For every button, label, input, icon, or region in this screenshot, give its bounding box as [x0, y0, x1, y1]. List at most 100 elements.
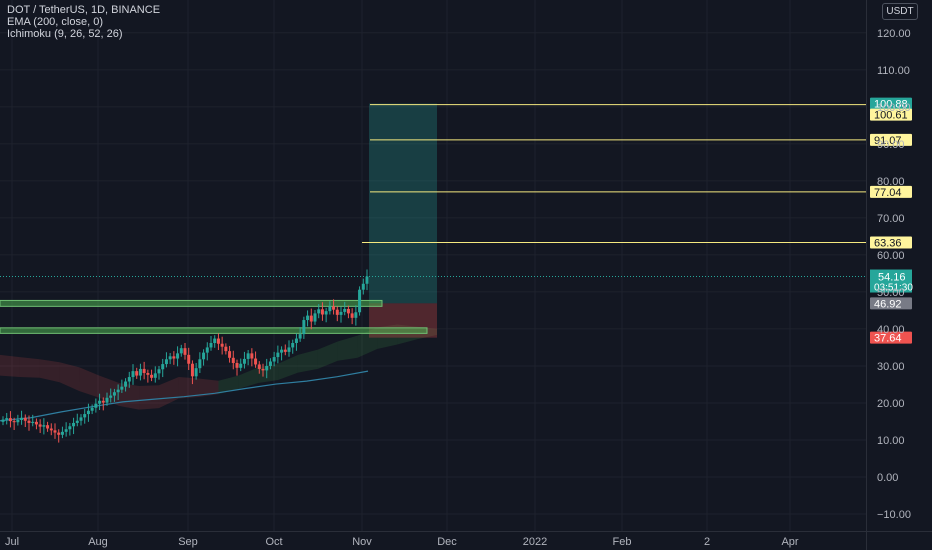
- candle-body: [176, 353, 180, 359]
- candle-body: [179, 348, 183, 354]
- candle-body: [83, 414, 87, 418]
- candle-body: [172, 356, 176, 359]
- candle-body: [343, 308, 347, 312]
- cloud-segment: [337, 335, 358, 361]
- candle-body: [231, 357, 235, 363]
- y-tick-label: 60.00: [877, 250, 905, 262]
- stop-price-label-bg: [870, 331, 912, 344]
- candle-body: [168, 356, 172, 360]
- candle-body: [280, 349, 284, 353]
- cloud-segment: [278, 354, 298, 381]
- candle-body: [365, 276, 369, 284]
- level-price-label: 77.04: [874, 187, 902, 199]
- ema-indicator-label[interactable]: EMA (200, close, 0): [7, 16, 103, 28]
- countdown-label: 03:51:30: [874, 283, 913, 294]
- y-tick-label: 70.00: [877, 213, 905, 225]
- entry-price-label-bg: [870, 297, 912, 310]
- candle-body: [8, 418, 12, 422]
- ichimoku-indicator-label[interactable]: Ichimoku (9, 26, 52, 26): [7, 28, 123, 40]
- x-tick-label: Apr: [781, 536, 798, 548]
- y-tick-label: 80.00: [877, 176, 905, 188]
- candles: [1, 269, 369, 443]
- candle-body: [324, 311, 328, 315]
- candle-body: [205, 347, 209, 353]
- candle-body: [94, 403, 98, 408]
- candle-body: [64, 429, 68, 432]
- level-price-label-bg: [870, 108, 912, 121]
- cloud-segment: [19, 357, 40, 378]
- candle-body: [224, 346, 228, 352]
- candle-body: [49, 428, 53, 431]
- y-tick-label: 30.00: [877, 361, 905, 373]
- candle-body: [109, 395, 113, 398]
- level-price-label-bg: [870, 236, 912, 249]
- last-price-label: 54.16: [878, 272, 906, 284]
- y-tick-label: 10.00: [877, 435, 905, 447]
- candle-body: [142, 368, 146, 373]
- candle-body: [98, 400, 102, 404]
- y-tick-label: 20.00: [877, 398, 905, 410]
- cloud-segment: [79, 367, 100, 398]
- y-tick-label: 120.00: [877, 28, 911, 40]
- candle-body: [257, 364, 261, 369]
- cloud-segment: [297, 349, 318, 373]
- candle-body: [42, 425, 46, 427]
- y-tick-label: 50.00: [877, 287, 905, 299]
- candle-body: [350, 313, 354, 318]
- cloud-segment: [119, 382, 140, 410]
- candle-body: [138, 368, 142, 376]
- target-price-label-bg: [870, 97, 912, 110]
- candle-body: [146, 372, 150, 375]
- grid: [0, 0, 866, 531]
- x-tick-label: Nov: [352, 536, 372, 548]
- candle-body: [57, 432, 61, 435]
- level-price-label: 63.36: [874, 237, 902, 249]
- stop-price-label: 37.64: [874, 333, 902, 345]
- candle-body: [268, 361, 272, 366]
- candle-body: [198, 359, 202, 369]
- candle-body: [112, 392, 116, 396]
- x-tick-label: Dec: [437, 536, 457, 548]
- candle-body: [283, 349, 287, 352]
- x-tick-label: 2022: [523, 536, 547, 548]
- symbol-title[interactable]: DOT / TetherUS, 1D, BINANCE: [7, 4, 161, 16]
- ema-line: [0, 370, 369, 422]
- candle-body: [332, 306, 336, 310]
- candle-body: [16, 419, 20, 423]
- candle-body: [291, 342, 295, 348]
- candle-body: [209, 342, 213, 348]
- candle-body: [254, 358, 258, 365]
- support-zone: [0, 327, 428, 334]
- candle-body: [213, 338, 217, 343]
- candle-body: [354, 312, 358, 318]
- support-zones[interactable]: [0, 299, 428, 334]
- candle-body: [161, 364, 165, 370]
- y-tick-label: −10.00: [877, 509, 911, 521]
- candle-body: [339, 311, 343, 315]
- candle-body: [164, 359, 168, 365]
- target-price-label: 100.88: [874, 99, 908, 111]
- x-tick-label: Aug: [88, 536, 108, 548]
- candle-body: [60, 431, 64, 435]
- candle-body: [202, 352, 206, 360]
- candle-body: [246, 353, 250, 359]
- candle-body: [105, 397, 109, 403]
- long-position-tool[interactable]: [369, 103, 437, 338]
- candle-body: [116, 389, 120, 393]
- cloud-segment: [238, 367, 259, 389]
- cloud-segment: [198, 378, 219, 398]
- x-tick-label: Jul: [5, 536, 19, 548]
- candle-body: [31, 421, 35, 423]
- cloud-segment: [317, 341, 338, 369]
- candle-body: [183, 348, 187, 355]
- candle-body: [265, 365, 269, 371]
- candle-body: [272, 357, 276, 362]
- currency-button[interactable]: USDT: [882, 3, 918, 20]
- candle-body: [294, 338, 298, 343]
- candle-body: [242, 358, 246, 364]
- entry-price-label: 46.92: [874, 298, 902, 310]
- candle-body: [276, 352, 280, 358]
